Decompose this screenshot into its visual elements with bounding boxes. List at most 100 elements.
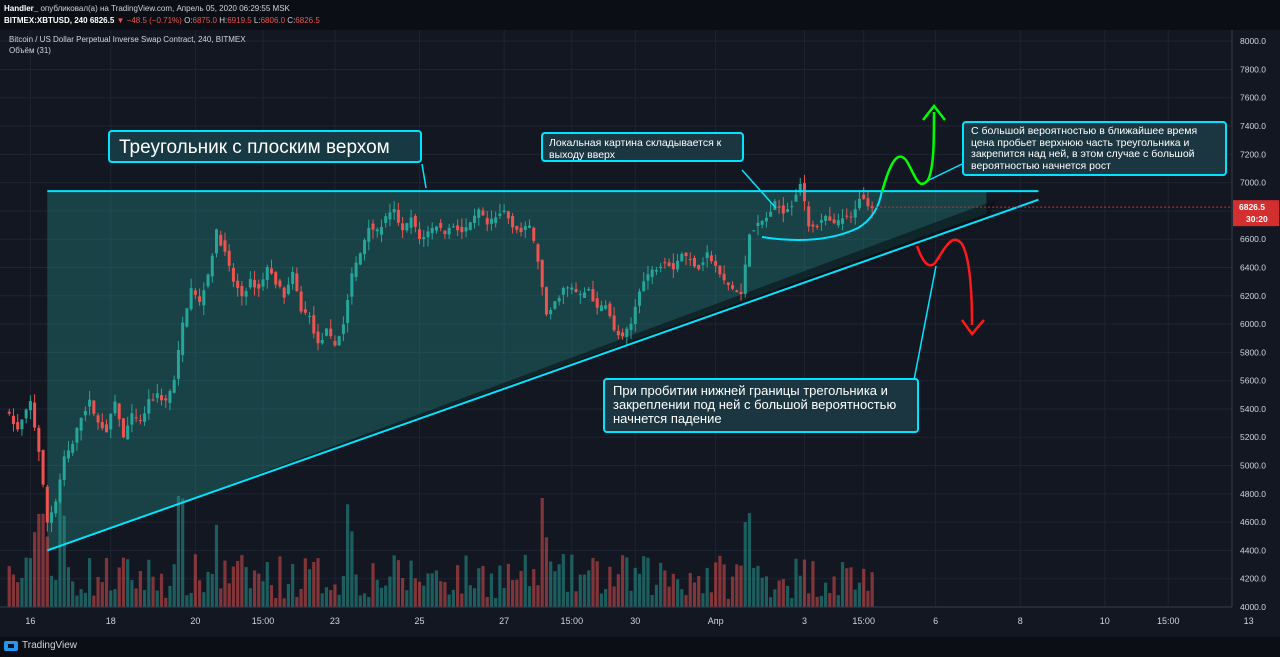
candle-body xyxy=(642,281,646,292)
candle-body xyxy=(253,279,257,288)
time-tick-label: 23 xyxy=(330,616,340,626)
candle-body xyxy=(447,227,451,235)
volume-bar xyxy=(578,574,582,607)
price-change: −48.5 (−0.71%) xyxy=(126,16,182,25)
candle-body xyxy=(786,209,790,212)
volume-bar xyxy=(83,592,87,607)
volume-bar xyxy=(739,565,743,607)
candle-body xyxy=(752,230,756,232)
candle-body xyxy=(587,289,591,291)
candle-body xyxy=(604,305,608,309)
candle-body xyxy=(405,223,409,231)
volume-bar xyxy=(96,576,100,607)
candle-body xyxy=(811,224,815,227)
volume-bar xyxy=(785,585,790,607)
volume-bar xyxy=(557,564,561,607)
volume-bar xyxy=(388,576,392,607)
last-price-tag-countdown: 30:20 xyxy=(1246,214,1268,224)
volume-bar xyxy=(832,576,836,607)
high-value: 6919.5 xyxy=(227,16,252,25)
volume-bar xyxy=(269,585,274,607)
volume-bar xyxy=(130,580,134,607)
candle-body xyxy=(358,253,362,265)
price-tick-label: 6600.0 xyxy=(1240,234,1266,244)
volume-bar xyxy=(777,580,781,607)
volume-bar xyxy=(540,497,544,607)
tradingview-logo[interactable]: TradingView xyxy=(4,640,77,651)
candle-body xyxy=(866,198,870,207)
candle-body xyxy=(544,287,548,315)
volume-bar xyxy=(866,590,870,607)
price-tick-label: 4800.0 xyxy=(1240,489,1266,499)
candle-body xyxy=(845,215,849,217)
candle-body xyxy=(430,228,434,234)
volume-bar xyxy=(587,570,591,607)
volume-bar xyxy=(523,554,527,607)
volume-bar xyxy=(392,555,396,607)
breakdown-arrowhead xyxy=(960,319,985,337)
author-name[interactable]: Handler_ xyxy=(4,4,39,13)
volume-bar xyxy=(240,555,244,607)
candle-body xyxy=(202,290,206,306)
candle-body xyxy=(828,216,832,221)
candle-body xyxy=(92,400,96,414)
candle-body xyxy=(553,301,557,309)
candle-body xyxy=(257,283,261,289)
candle-body xyxy=(261,279,265,287)
volume-bar xyxy=(625,557,629,607)
volume-bar xyxy=(299,588,303,607)
volume-bar xyxy=(705,567,709,607)
volume-bar xyxy=(870,572,874,607)
time-tick-label: 15:00 xyxy=(252,616,275,626)
candle-body xyxy=(418,229,422,239)
candle-body xyxy=(481,210,485,216)
volume-bar xyxy=(341,576,345,607)
time-tick-label: 3 xyxy=(802,616,807,626)
candle-body xyxy=(578,293,582,295)
price-tick-label: 7600.0 xyxy=(1240,93,1266,103)
scenario-arrows xyxy=(880,103,985,337)
price-tick-label: 5000.0 xyxy=(1240,461,1266,471)
candle-body xyxy=(697,264,701,270)
volume-bar xyxy=(743,522,747,607)
volume-bar xyxy=(371,563,375,607)
breakout-up-path xyxy=(880,111,936,193)
price-axis[interactable] xyxy=(1232,30,1280,637)
price-tick-label: 7000.0 xyxy=(1240,178,1266,188)
volume-bar xyxy=(104,557,109,607)
volume-bar xyxy=(722,564,726,607)
volume-bar xyxy=(261,581,265,607)
volume-bar xyxy=(608,566,612,607)
open-label: O: xyxy=(184,16,193,25)
last-price-tag-bg xyxy=(1233,200,1279,227)
volume-bar xyxy=(134,588,138,607)
candle-body xyxy=(24,409,28,419)
breakdown-callout[interactable]: При пробитии нижней границы трегольника … xyxy=(603,378,919,433)
volume-bar xyxy=(451,589,455,607)
candle-body xyxy=(206,274,210,287)
last-price-tag: 6826.5 30:20 xyxy=(872,200,1279,227)
candle-body xyxy=(532,227,536,241)
volume-bar xyxy=(210,573,214,607)
volume-bar xyxy=(49,575,54,607)
volume-bar xyxy=(790,598,794,607)
candle-body xyxy=(583,292,587,298)
volume-bar xyxy=(726,598,730,607)
open-value: 6875.0 xyxy=(192,16,217,25)
candle-body xyxy=(743,264,747,294)
candle-body xyxy=(506,211,510,219)
volume-bar xyxy=(684,595,688,607)
volume-bar xyxy=(159,573,164,607)
breakout-up-callout[interactable]: С большой вероятностью в ближайшее время… xyxy=(962,121,1227,176)
local-pattern-callout[interactable]: Локальная картина складывается к выходу … xyxy=(541,132,744,162)
candle-body xyxy=(71,443,75,453)
price-chart[interactable]: 4000.0 4200.0 4400.0 4600.0 4800.0 5000.0 5200… xyxy=(0,30,1280,637)
volume-bar xyxy=(811,561,815,607)
volume-bar xyxy=(45,536,49,607)
candle-body xyxy=(66,450,70,459)
price-tick-label: 4200.0 xyxy=(1240,574,1266,584)
volume-bar xyxy=(358,595,362,607)
candle-body xyxy=(375,229,379,232)
volume-bar xyxy=(346,504,350,607)
triangle-title-callout[interactable]: Треугольник с плоским верхом xyxy=(108,130,422,163)
